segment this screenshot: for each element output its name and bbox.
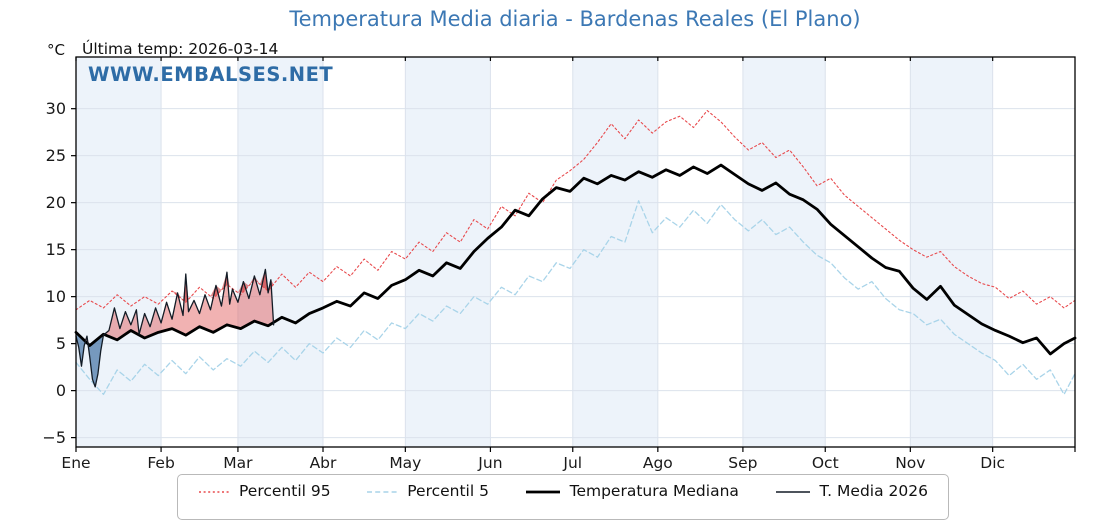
legend-label: Percentil 5 [407,482,489,500]
svg-text:Ago: Ago [643,454,673,472]
svg-text:Sep: Sep [728,454,757,472]
legend: Percentil 95 Percentil 5 Temperatura Med… [177,474,949,520]
legend-item-t-media-2026: T. Media 2026 [775,482,928,500]
temperature-line-chart: −5 0 5 10 15 20 25 30 Ene Feb Mar Abr May Jun Jul Ago Se… [42,56,1077,472]
watermark: WWW.EMBALSES.NET [88,63,334,86]
legend-label: T. Media 2026 [819,482,928,500]
chart-title: Temperatura Media diaria - Bardenas Real… [289,7,861,31]
percentil-95-line-swatch [199,490,229,493]
svg-text:May: May [389,454,421,472]
svg-text:5: 5 [56,334,66,353]
svg-text:Nov: Nov [895,454,925,472]
svg-text:30: 30 [46,99,66,118]
t-media-2026-line-swatch [775,490,810,493]
svg-text:Jun: Jun [477,454,502,472]
temperatura-mediana-line-swatch [525,490,560,493]
svg-text:20: 20 [46,193,66,212]
legend-label: Percentil 95 [239,482,331,500]
svg-text:Mar: Mar [223,454,253,472]
svg-text:15: 15 [46,240,66,259]
y-axis-unit-label: °C [47,41,65,59]
svg-text:Jul: Jul [562,454,582,472]
legend-item-percentil-95: Percentil 95 [198,482,331,500]
percentil-5-line-swatch [367,490,398,493]
svg-text:Abr: Abr [310,454,337,472]
legend-item-percentil-5: Percentil 5 [366,482,489,500]
svg-text:Ene: Ene [61,454,90,472]
svg-text:−5: −5 [42,428,66,447]
figure: Temperatura Media diaria - Bardenas Real… [42,7,1077,520]
legend-item-temperatura-mediana: Temperatura Mediana [525,482,739,500]
svg-text:Dic: Dic [980,454,1005,472]
svg-text:Feb: Feb [147,454,174,472]
legend-label: Temperatura Mediana [569,482,739,500]
svg-text:10: 10 [46,287,66,306]
svg-text:25: 25 [46,146,66,165]
svg-text:Oct: Oct [812,454,839,472]
last-temp-label: Última temp: 2026-03-14 [82,40,279,58]
svg-text:0: 0 [56,381,66,400]
